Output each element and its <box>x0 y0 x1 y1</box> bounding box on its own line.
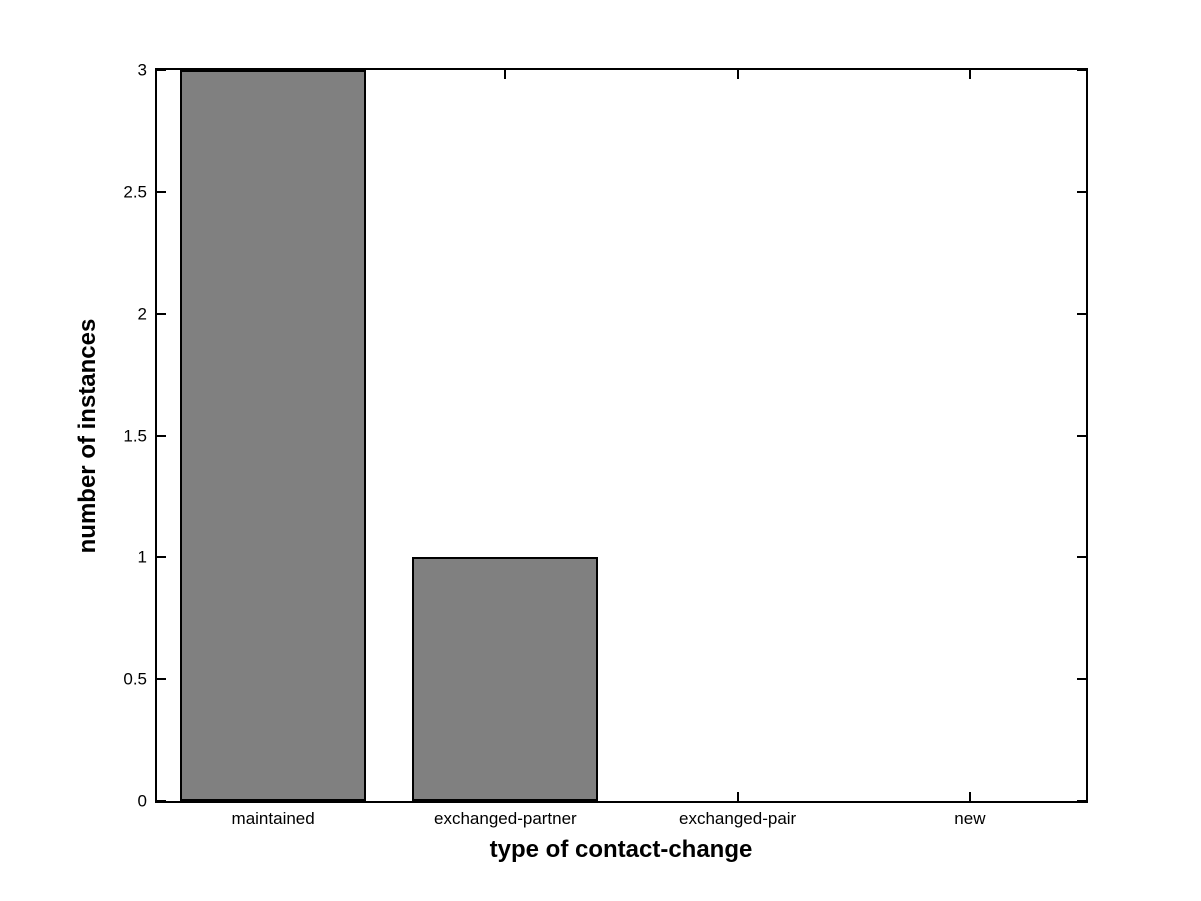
x-tick <box>736 792 739 801</box>
bar <box>412 557 599 801</box>
x-axis-label: type of contact-change <box>489 836 753 863</box>
x-tick <box>736 70 739 79</box>
y-tick <box>157 69 166 71</box>
y-tick <box>157 556 166 559</box>
y-tick-label: 2 <box>137 304 147 324</box>
y-tick-label: 1.5 <box>123 426 147 445</box>
y-tick <box>157 190 166 193</box>
y-tick <box>1077 190 1086 193</box>
y-tick-label: 2.5 <box>123 182 147 202</box>
x-tick-label: exchanged-pair <box>679 809 797 828</box>
y-tick <box>1077 434 1086 437</box>
y-axis-label: number of instances <box>74 318 101 554</box>
y-tick <box>157 312 166 315</box>
y-tick <box>1077 69 1086 71</box>
y-tick <box>157 434 166 437</box>
x-tick-label: new <box>954 809 986 828</box>
x-tick-label: exchanged-partner <box>434 809 577 828</box>
y-tick <box>1077 556 1086 559</box>
y-tick-label: 0.5 <box>123 669 147 689</box>
x-tick-label: maintained <box>231 809 315 828</box>
x-tick <box>504 70 507 79</box>
y-tick <box>157 678 166 681</box>
y-tick <box>1077 678 1086 681</box>
x-tick <box>968 70 971 79</box>
y-tick-label: 0 <box>137 791 147 811</box>
y-tick <box>1077 312 1086 315</box>
bar <box>180 70 367 801</box>
y-tick <box>1077 800 1086 802</box>
y-tick-label: 1 <box>137 547 147 567</box>
plot-area: 0 0.5 1 1.5 2 2.5 3 maintained exchanged-partner… <box>123 62 1088 827</box>
x-tick <box>968 792 971 801</box>
y-tick <box>157 800 166 802</box>
y-tick-label: 3 <box>137 60 147 80</box>
